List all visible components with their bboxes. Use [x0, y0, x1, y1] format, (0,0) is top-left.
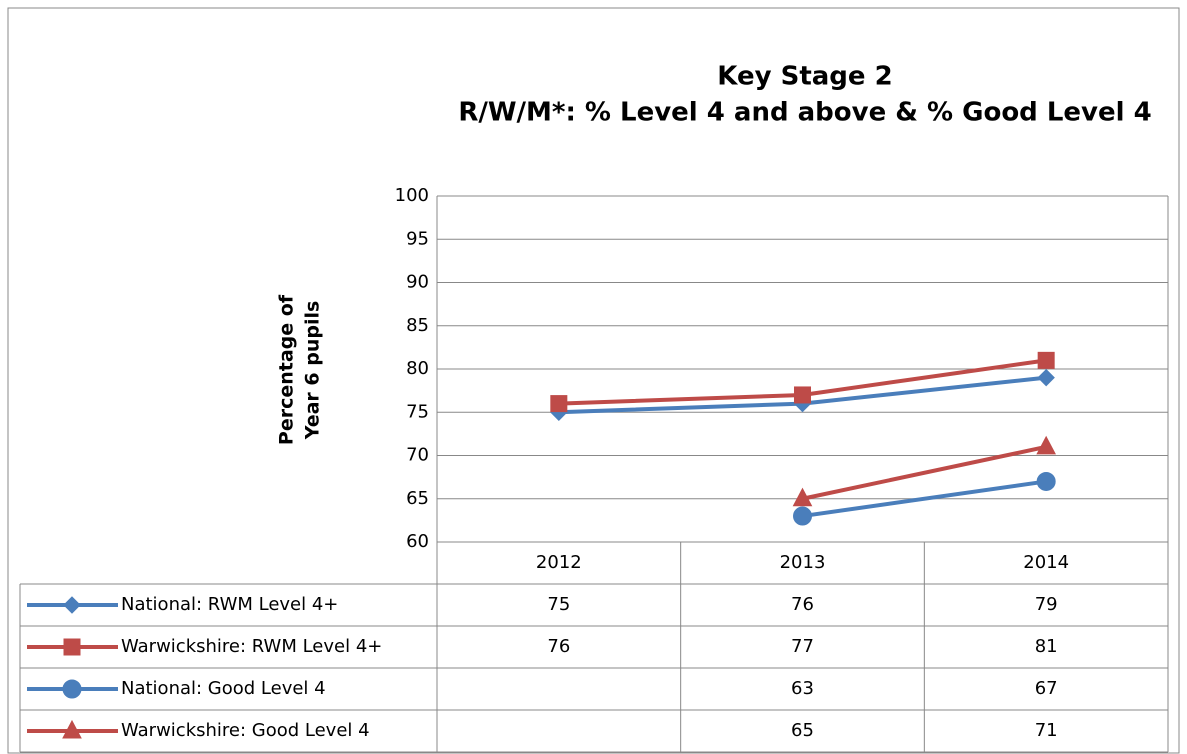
y-axis-label-line: Percentage of [276, 294, 298, 445]
x-tick-label: 2014 [1023, 552, 1069, 573]
table-value: 79 [1035, 594, 1058, 615]
y-axis-label-line: Year 6 pupils [302, 301, 324, 441]
legend-marker [62, 679, 82, 699]
chart-title: R/W/M*: % Level 4 and above & % Good Lev… [458, 98, 1151, 128]
table-value: 76 [791, 594, 814, 615]
marker [1037, 351, 1055, 369]
chart-title: Key Stage 2 [717, 62, 892, 92]
y-tick-label: 70 [406, 445, 429, 466]
table-value: 81 [1035, 636, 1058, 657]
marker [793, 506, 812, 526]
table-value: 67 [1035, 678, 1058, 699]
table-value: 63 [791, 678, 814, 699]
y-tick-label: 80 [406, 358, 429, 379]
legend-label: Warwickshire: Good Level 4 [121, 720, 370, 741]
y-tick-label: 100 [395, 185, 429, 206]
y-tick-label: 95 [406, 228, 429, 249]
legend-label: National: RWM Level 4+ [121, 594, 338, 615]
legend-label: Warwickshire: RWM Level 4+ [121, 636, 382, 657]
table-value: 76 [547, 636, 570, 657]
chart-border [7, 7, 1180, 754]
y-tick-label: 60 [406, 531, 429, 552]
table-value: 71 [1035, 720, 1058, 741]
y-tick-label: 75 [406, 401, 429, 422]
legend-label: National: Good Level 4 [121, 678, 326, 699]
marker [1036, 471, 1056, 491]
x-tick-label: 2012 [536, 552, 582, 573]
legend-marker [63, 638, 81, 656]
table-value: 75 [547, 594, 570, 615]
y-axis-label: Percentage of Year 6 pupils [276, 294, 324, 445]
marker [792, 487, 813, 507]
marker [794, 386, 811, 404]
series-line [802, 479, 1047, 519]
series-line [802, 444, 1047, 501]
y-tick-label: 65 [406, 488, 429, 509]
y-tick-label: 90 [406, 272, 429, 293]
marker [1036, 435, 1056, 455]
table-value: 77 [791, 636, 814, 657]
y-tick-label: 85 [406, 315, 429, 336]
x-tick-label: 2013 [780, 552, 826, 573]
marker [550, 395, 568, 413]
legend-marker [62, 719, 82, 739]
table-value: 65 [791, 720, 814, 741]
marker [1037, 368, 1055, 387]
legend-marker [63, 596, 81, 614]
